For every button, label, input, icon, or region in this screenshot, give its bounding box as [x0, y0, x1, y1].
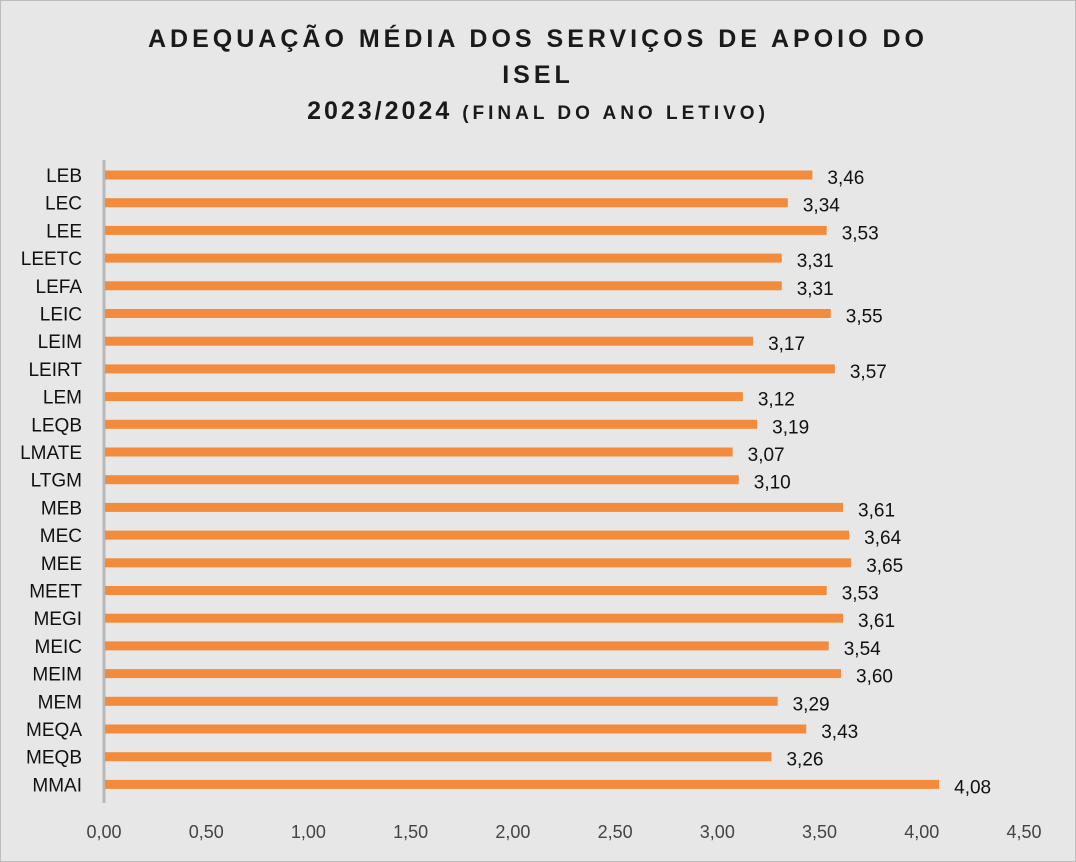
bar-mmai: [105, 779, 940, 789]
category-label: LEIRT: [28, 360, 82, 381]
data-label: 3,53: [842, 584, 879, 605]
category-label: MEGI: [33, 609, 82, 630]
category-label: MEIM: [32, 665, 82, 686]
bar-leb: [105, 170, 813, 180]
bar-leim: [105, 336, 754, 346]
data-label: 3,53: [842, 223, 879, 244]
x-tick-label: 1,00: [291, 822, 326, 842]
data-label: 3,46: [827, 168, 864, 189]
x-tick-label: 0,50: [189, 822, 224, 842]
data-label: 3,43: [821, 722, 858, 743]
bar-leic: [105, 309, 831, 318]
data-label: 3,10: [754, 473, 791, 494]
category-label: MEQA: [26, 720, 82, 741]
chart-title-year: 2023/2024: [307, 97, 453, 125]
x-tick-label: 4,50: [1006, 822, 1041, 842]
bar-mec: [105, 530, 850, 540]
bar-lem: [105, 392, 743, 402]
data-label: 3,31: [797, 279, 834, 300]
bar-ltgm: [105, 475, 739, 485]
bar-lefa: [105, 281, 782, 291]
x-tick-label: 2,50: [598, 822, 633, 842]
category-label: LEM: [43, 388, 82, 409]
bar-meqa: [105, 724, 807, 734]
category-label: MEQB: [26, 748, 82, 769]
bar-lec: [105, 198, 788, 208]
x-tick-label: 2,00: [495, 822, 530, 842]
data-label: 3,17: [768, 334, 805, 355]
x-tick-label: 4,00: [904, 822, 939, 842]
data-label: 3,61: [858, 500, 895, 521]
bar-megi: [105, 613, 844, 623]
data-label: 3,26: [786, 750, 823, 771]
bar-meb: [105, 502, 844, 512]
x-tick-label: 1,50: [393, 822, 428, 842]
category-label: MEE: [41, 554, 82, 575]
chart-title-line2: ISEL: [502, 61, 574, 89]
data-label: 3,64: [864, 528, 901, 549]
chart-title-line3: 2023/2024 (FINAL DO ANO LETIVO): [0, 97, 1076, 126]
chart-title-line1: ADEQUAÇÃO MÉDIA DOS SERVIÇOS DE APOIO DO: [148, 25, 928, 53]
category-label: LEFA: [36, 277, 83, 298]
x-tick-label: 3,00: [700, 822, 735, 842]
data-label: 3,12: [758, 390, 795, 411]
category-label: LEETC: [21, 249, 82, 270]
bar-lmate: [105, 447, 733, 457]
data-label: 3,55: [846, 307, 883, 328]
bar-leetc: [105, 253, 782, 263]
bar-leqb: [105, 419, 758, 429]
bar-meqb: [105, 752, 772, 762]
category-label: LEIC: [40, 305, 82, 326]
chart-title-subtitle: (FINAL DO ANO LETIVO): [462, 103, 769, 124]
bar-leirt: [105, 364, 835, 374]
category-label: MMAI: [32, 775, 82, 796]
data-label: 3,19: [772, 417, 809, 438]
x-tick-label: 3,50: [802, 822, 837, 842]
category-label: LEB: [46, 166, 82, 187]
bar-mem: [105, 696, 778, 706]
bar-meet: [105, 586, 827, 595]
category-label: LEQB: [31, 415, 82, 436]
x-tick-label: 0,00: [86, 822, 121, 842]
data-label: 3,07: [748, 445, 785, 466]
bar-meim: [105, 669, 841, 679]
data-label: 3,65: [866, 556, 903, 577]
bar-meic: [105, 641, 829, 651]
category-label: MEET: [29, 582, 82, 603]
category-label: MEC: [40, 526, 82, 547]
data-label: 3,31: [797, 251, 834, 272]
data-label: 3,61: [858, 611, 895, 632]
bar-lee: [105, 225, 827, 235]
category-label: LMATE: [20, 443, 82, 464]
category-label: LEE: [46, 221, 82, 242]
category-label: LEC: [45, 194, 82, 215]
category-label: MEB: [41, 498, 82, 519]
category-label: LTGM: [31, 471, 82, 492]
data-label: 3,57: [850, 362, 887, 383]
data-label: 4,08: [954, 777, 991, 798]
data-label: 3,54: [844, 639, 881, 660]
category-label: MEM: [38, 692, 82, 713]
bar-mee: [105, 558, 852, 568]
data-label: 3,34: [803, 196, 840, 217]
data-label: 3,29: [793, 694, 830, 715]
category-label: MEIC: [35, 637, 83, 658]
category-label: LEIM: [38, 332, 82, 353]
data-label: 3,60: [856, 667, 893, 688]
